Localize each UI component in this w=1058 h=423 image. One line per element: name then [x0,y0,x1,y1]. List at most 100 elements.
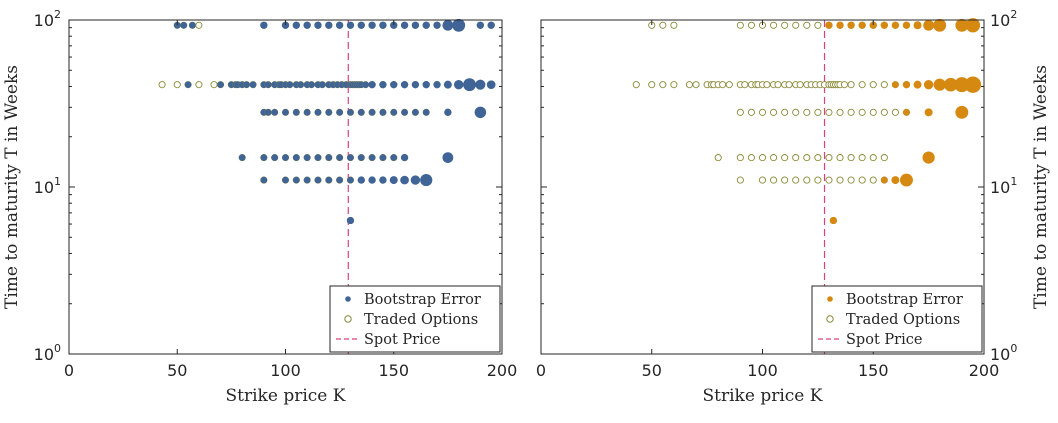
bootstrap-error-point [410,175,421,185]
bootstrap-error-point [238,154,246,161]
y-tick-label: 102 [34,8,61,30]
traded-option-point [792,108,800,116]
x-axis-label: Strike price K [226,386,346,406]
bootstrap-error-point [357,176,365,184]
bootstrap-error-point [303,109,311,116]
traded-option-point [792,154,800,162]
x-tick-label: 200 [969,361,1000,380]
bootstrap-error-point [924,108,933,117]
bootstrap-error-point [954,77,970,93]
traded-option-point [173,81,181,89]
bootstrap-error-point [346,21,355,29]
bootstrap-error-point [829,216,838,225]
bootstrap-error-point [442,19,454,31]
bootstrap-error-point [347,176,354,184]
legend-traded-marker [344,315,352,323]
legend: Bootstrap Error Traded Options Spot Price [811,285,983,353]
traded-option-point [670,21,678,29]
bootstrap-error-point [293,109,300,116]
bootstrap-error-point [400,81,409,89]
bootstrap-error-point [487,21,495,29]
x-tick-label: 150 [378,361,409,380]
traded-option-point [814,21,822,29]
traded-option-point [796,81,804,89]
bootstrap-error-point [486,80,496,90]
x-tick-label: 100 [747,361,778,380]
traded-option-point [758,108,767,116]
bootstrap-error-point [293,176,300,184]
bootstrap-error-point [243,81,250,88]
traded-option-point [858,176,866,184]
bootstrap-error-point [260,154,268,161]
x-tick-label: 150 [858,361,889,380]
bootstrap-error-point [314,176,322,184]
bootstrap-error-point [476,21,484,29]
bootstrap-error-point [933,78,946,91]
bootstrap-error-point [357,154,365,161]
bootstrap-error-point [347,154,354,161]
traded-option-point [736,176,744,184]
bootstrap-error-point [825,21,833,29]
x-tick-label: 200 [487,361,518,380]
bootstrap-error-point [463,78,476,92]
x-tick-label: 100 [270,361,301,380]
bootstrap-error-point [336,176,343,184]
bootstrap-error-point [474,106,487,119]
traded-option-point [803,21,811,29]
traded-option-point [781,176,789,184]
bootstrap-error-point [452,18,466,32]
bootstrap-error-point [475,79,486,90]
bootstrap-error-point [362,81,369,88]
y-tick-base: 10 [990,178,1010,197]
bootstrap-error-point [836,21,844,29]
traded-option-point [774,81,782,89]
legend-bootstrap-label: Bootstrap Error [846,292,963,308]
bootstrap-error-point [891,21,900,29]
bootstrap-error-point [433,21,441,29]
traded-option-point [825,108,833,116]
legend-bootstrap-marker [827,296,833,302]
traded-option-point [781,108,789,116]
traded-option-point [803,108,811,116]
traded-option-point [869,176,877,184]
traded-option-point [781,154,789,162]
bootstrap-error-point [368,81,376,89]
bootstrap-error-point [900,173,913,187]
bootstrap-error-point [271,109,278,116]
y-axis-label: Time to maturity T in Weeks [1031,65,1051,309]
traded-option-point [814,108,822,116]
bootstrap-error-point [891,176,900,185]
traded-option-point [195,81,203,89]
bootstrap-error-point [400,175,409,185]
traded-option-point [770,154,778,162]
legend: Bootstrap Error Traded Options Spot Price [329,285,501,353]
bootstrap-error-point [180,21,188,29]
legend-bootstrap-marker [345,296,351,302]
bootstrap-error-point [881,176,888,184]
x-tick-label: 0 [64,361,74,380]
traded-option-point [632,81,640,89]
bootstrap-error-point [189,21,196,29]
bootstrap-error-point [282,109,289,116]
traded-option-point [825,176,833,184]
bootstrap-error-point [933,18,947,32]
bootstrap-error-point [379,109,387,116]
bootstrap-error-point [303,154,311,161]
traded-option-point [685,81,693,89]
traded-option-point [692,81,700,89]
y-tick-label: 100 [990,342,1017,364]
bootstrap-error-point [923,19,935,31]
bootstrap-error-point [401,109,408,116]
traded-option-point [670,81,678,89]
bootstrap-error-point [420,173,433,187]
traded-option-point [869,81,877,89]
traded-option-point [770,21,778,29]
bootstrap-error-point [346,216,355,225]
bootstrap-error-point [282,176,289,184]
bootstrap-error-point [260,21,268,29]
traded-option-point [880,108,888,116]
bootstrap-error-point [869,21,877,29]
bootstrap-error-point [325,176,333,184]
traded-option-point [858,108,866,116]
traded-option-point [770,108,778,116]
